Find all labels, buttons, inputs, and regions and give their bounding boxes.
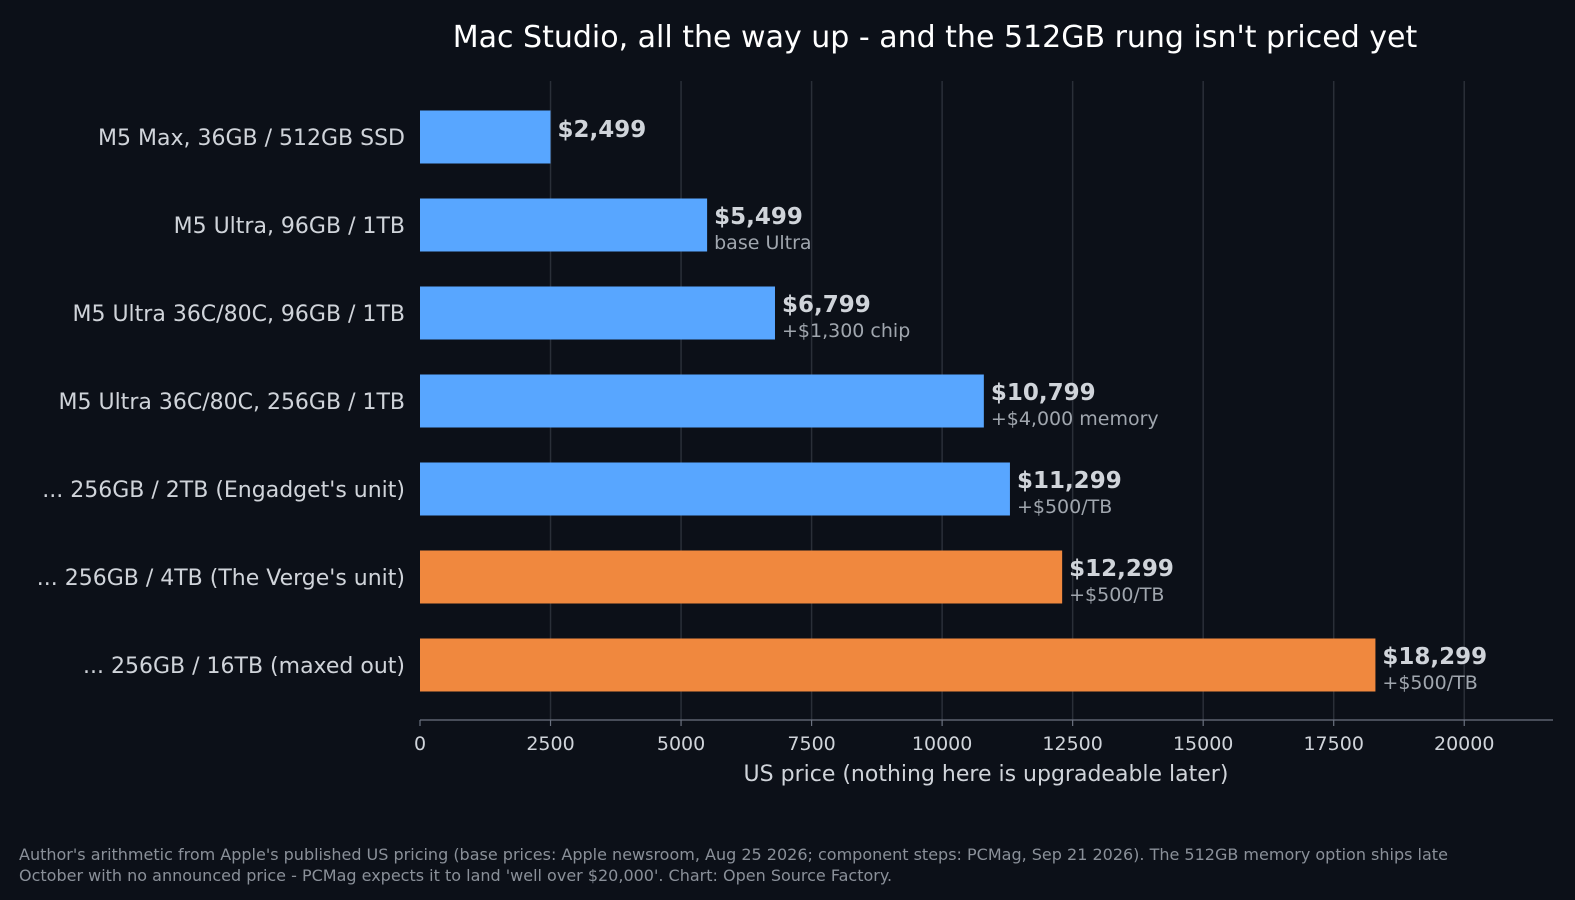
value-label: $18,299 — [1382, 644, 1487, 670]
bar — [420, 198, 708, 252]
x-tick-label: 10000 — [912, 733, 972, 755]
x-tick-label: 0 — [414, 733, 426, 755]
footnote-line-1: Author's arithmetic from Apple's publish… — [19, 845, 1448, 864]
x-tick-label: 7500 — [787, 733, 835, 755]
bar-chart: Mac Studio, all the way up - and the 512… — [37, 20, 1553, 787]
category-label: M5 Ultra 36C/80C, 96GB / 1TB — [72, 302, 405, 327]
category-label: ... 256GB / 4TB (The Verge's unit) — [37, 566, 405, 591]
bar — [420, 374, 984, 428]
note-label: +$4,000 memory — [991, 408, 1159, 430]
value-label: $10,799 — [991, 380, 1096, 406]
value-label: $6,799 — [782, 292, 871, 318]
note-label: +$1,300 chip — [782, 320, 910, 342]
note-label: +$500/TB — [1069, 584, 1164, 606]
chart-title: Mac Studio, all the way up - and the 512… — [453, 20, 1418, 55]
bars: M5 Max, 36GB / 512GB SSD $2,499 M5 Ultra, … — [37, 110, 1487, 694]
bar — [420, 110, 551, 164]
x-tick-label: 20000 — [1434, 733, 1494, 755]
x-tick-label: 2500 — [526, 733, 574, 755]
x-tick-label: 17500 — [1303, 733, 1363, 755]
x-tick-label: 5000 — [657, 733, 705, 755]
bar — [420, 638, 1376, 692]
category-label: M5 Ultra 36C/80C, 256GB / 1TB — [59, 390, 406, 415]
x-axis-label: US price (nothing here is upgradeable la… — [744, 762, 1229, 787]
note-label: base Ultra — [714, 232, 811, 254]
value-label: $2,499 — [557, 117, 646, 143]
bar — [420, 550, 1063, 604]
bar — [420, 462, 1010, 516]
category-label: ... 256GB / 2TB (Engadget's unit) — [42, 478, 405, 503]
x-axis: 0 2500 5000 7500 10000 12500 15000 17500 20000 — [414, 719, 1553, 755]
value-label: $12,299 — [1069, 556, 1174, 582]
x-tick-label: 15000 — [1173, 733, 1233, 755]
bar — [420, 286, 775, 340]
category-label: M5 Max, 36GB / 512GB SSD — [98, 126, 405, 151]
note-label: +$500/TB — [1382, 672, 1477, 694]
note-label: +$500/TB — [1017, 496, 1112, 518]
value-label: $5,499 — [714, 204, 803, 230]
source-footnote: Author's arithmetic from Apple's publish… — [19, 844, 1559, 886]
value-label: $11,299 — [1017, 468, 1122, 494]
category-label: M5 Ultra, 96GB / 1TB — [174, 214, 405, 239]
x-tick-label: 12500 — [1042, 733, 1102, 755]
category-label: ... 256GB / 16TB (maxed out) — [83, 654, 405, 679]
footnote-line-2: October with no announced price - PCMag … — [19, 866, 893, 885]
